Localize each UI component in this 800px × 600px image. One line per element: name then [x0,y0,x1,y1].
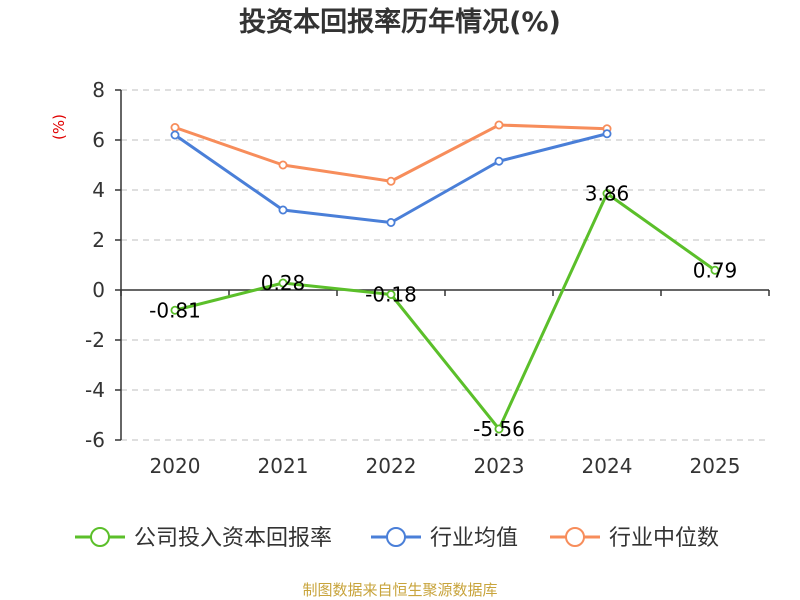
series-point-1[interactable] [278,205,288,215]
series-point-0[interactable] [494,424,504,434]
data-label: 0.28 [261,271,306,295]
legend-swatch-marker [90,527,110,547]
series-point-1[interactable] [602,129,612,139]
data-label: 3.86 [585,182,630,206]
series-point-2[interactable] [494,120,504,130]
y-tick-label: 6 [92,128,105,152]
data-label: -5.56 [473,417,525,441]
data-label: -0.81 [149,298,201,322]
chart-title: 投资本回报率历年情况(%) [239,6,561,38]
legend-item-0[interactable]: 公司投入资本回报率 [75,526,332,551]
y-tick-label: 0 [92,278,105,302]
series-point-1[interactable] [386,217,396,227]
legend-label: 行业中位数 [609,526,719,551]
y-axis-unit: (%) [50,114,68,140]
data-labels: -0.81 0.28 -0.18 -5.56 3.86 0.79 [149,182,737,442]
series-point-0[interactable] [170,305,180,315]
series-point-2[interactable] [170,123,180,133]
series-line-2 [174,123,608,183]
legend-item-2[interactable]: 行业中位数 [550,526,719,551]
y-tick-label: -2 [85,328,105,352]
series-point-0[interactable] [710,265,720,275]
y-tick-label: -6 [85,428,105,452]
y-tick-label: 8 [92,78,105,102]
source-note: 制图数据来自恒生聚源数据库 [302,581,497,599]
x-tick-label: 2021 [258,454,309,478]
y-tick-label: 2 [92,228,105,252]
series-line-0 [174,192,716,431]
x-tick-label: 2025 [690,454,741,478]
series-point-0[interactable] [386,289,396,299]
series-point-2[interactable] [386,176,396,186]
legend-label: 公司投入资本回报率 [134,526,332,551]
y-tick-label: 4 [92,178,105,202]
series [170,120,720,434]
legend-swatch-marker [565,527,585,547]
data-label: 0.79 [693,258,738,282]
series-point-0[interactable] [278,278,288,288]
series-point-2[interactable] [278,160,288,170]
y-tick-label: -4 [85,378,105,402]
legend-swatch-marker [386,527,406,547]
x-tick-label: 2022 [366,454,417,478]
legend[interactable]: 公司投入资本回报率 行业均值 行业中位数 [75,526,719,551]
x-tick-label: 2023 [474,454,525,478]
grid [121,89,769,441]
legend-label: 行业均值 [430,526,518,551]
axes: 8 6 4 2 0 -2 -4 -6 2020 2021 2022 2023 2024 2025 [85,78,770,478]
series-point-1[interactable] [494,156,504,166]
data-label: -0.18 [365,283,417,307]
x-tick-label: 2020 [150,454,201,478]
series-point-1[interactable] [170,130,180,140]
legend-item-1[interactable]: 行业均值 [371,526,518,551]
series-point-0[interactable] [602,188,612,198]
x-tick-label: 2024 [582,454,633,478]
